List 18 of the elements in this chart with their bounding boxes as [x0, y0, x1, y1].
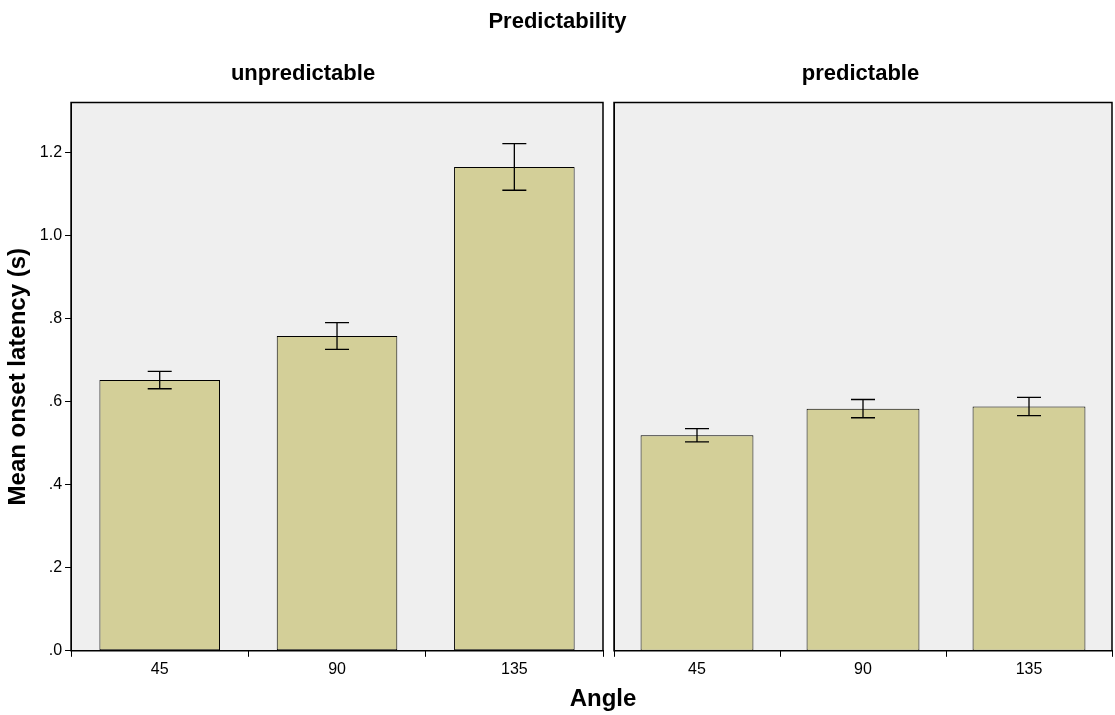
x-tick-label: 135 — [1015, 659, 1043, 677]
y-tick-label: 1.2 — [39, 142, 63, 160]
y-tick-label: .2 — [48, 558, 63, 576]
x-tick-label: 90 — [854, 659, 872, 677]
y-tick-label: .4 — [48, 475, 63, 493]
y-tick-label: .6 — [48, 392, 63, 410]
y-tick-label: .0 — [48, 641, 63, 659]
x-axis-title: Angle — [568, 684, 638, 712]
chart-title: Predictability — [487, 8, 628, 34]
chart-subtitle: predictable — [800, 60, 921, 87]
y-axis-title: Mean onset latency (s) — [3, 248, 31, 506]
x-tick-label: 90 — [328, 659, 347, 677]
y-tick-label: 1.0 — [39, 225, 63, 243]
x-tick-label: 45 — [150, 659, 169, 677]
x-tick-label: 45 — [688, 659, 706, 677]
chart-subtitle: unpredictable — [229, 60, 377, 87]
y-tick-label: .8 — [48, 308, 63, 326]
x-tick-label: 135 — [500, 659, 528, 677]
